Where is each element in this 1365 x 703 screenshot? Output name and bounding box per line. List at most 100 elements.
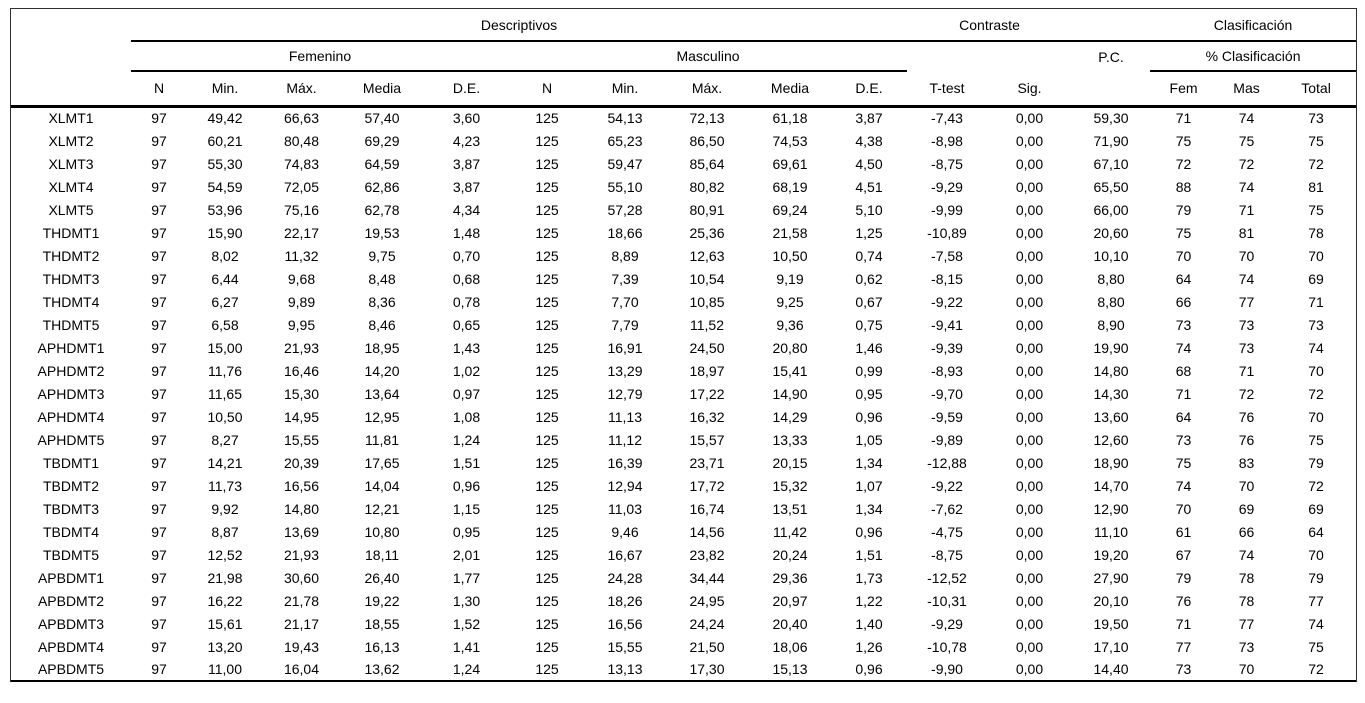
cell: 70 bbox=[1308, 362, 1324, 379]
column-header-ttest: T-test bbox=[907, 71, 987, 108]
cell: 70 bbox=[1175, 500, 1192, 517]
cell: 0,62 bbox=[855, 270, 883, 287]
table-row: THDMT1 97 15,90 22,17 19,53 1,48 125 18,66 25,36… bbox=[11, 221, 1356, 244]
cell: 125 bbox=[535, 385, 559, 402]
cell: 18,90 bbox=[1093, 454, 1129, 471]
cell: 70 bbox=[1238, 477, 1255, 494]
cell: 125 bbox=[535, 224, 559, 241]
cell: 55,10 bbox=[607, 178, 643, 195]
cell: 70 bbox=[1238, 247, 1255, 264]
cell: 71 bbox=[1308, 293, 1324, 310]
cell: 49,42 bbox=[207, 110, 243, 127]
row-label: THDMT5 bbox=[42, 316, 100, 333]
cell: 0,96 bbox=[831, 658, 907, 682]
cell: 11,32 bbox=[284, 247, 319, 264]
cell: 14,29 bbox=[772, 408, 808, 425]
cell: 16,39 bbox=[607, 454, 643, 471]
cell: 10,80 bbox=[364, 523, 400, 540]
cell: -8,75 bbox=[931, 546, 963, 563]
cell: 77 bbox=[1175, 638, 1192, 655]
cell: 77 bbox=[1308, 592, 1324, 609]
cell: 3,87 bbox=[855, 110, 883, 127]
cell: 9,95 bbox=[287, 316, 316, 333]
cell: 125 bbox=[535, 132, 559, 149]
cell: 79 bbox=[1308, 569, 1324, 586]
group-header-descriptivos: Descriptivos bbox=[131, 9, 907, 42]
cell: 11,12 bbox=[608, 431, 642, 448]
cell: 0,00 bbox=[1015, 362, 1044, 379]
cell: 8,02 bbox=[211, 247, 239, 264]
row-label: APBDMT1 bbox=[37, 569, 105, 586]
cell: 0,00 bbox=[1015, 247, 1044, 264]
cell: 18,55 bbox=[364, 615, 400, 632]
cell: 68 bbox=[1175, 362, 1192, 379]
cell: 55,30 bbox=[207, 155, 243, 172]
cell: -9,90 bbox=[907, 658, 987, 682]
cell: 125 bbox=[535, 408, 559, 425]
cell: 71 bbox=[1175, 110, 1192, 127]
cell: 74 bbox=[1308, 339, 1324, 356]
cell: 1,40 bbox=[855, 615, 883, 632]
cell: 97 bbox=[151, 615, 167, 632]
cell: 64,59 bbox=[364, 155, 400, 172]
cell: 75 bbox=[1308, 132, 1324, 149]
cell: 3,87 bbox=[452, 155, 481, 172]
cell: 18,97 bbox=[689, 362, 725, 379]
cell: 97 bbox=[151, 569, 167, 586]
cell: 1,52 bbox=[452, 615, 481, 632]
cell: 3,87 bbox=[452, 178, 481, 195]
cell: 8,36 bbox=[368, 293, 396, 310]
cell: -9,89 bbox=[931, 431, 963, 448]
cell: 7,39 bbox=[611, 270, 639, 287]
cell: 69,61 bbox=[772, 155, 808, 172]
table-row: APHDMT2 97 11,76 16,46 14,20 1,02 125 13,29 18,9… bbox=[11, 359, 1356, 382]
cell: 125 bbox=[535, 201, 559, 218]
cell: 125 bbox=[535, 155, 559, 172]
column-header-sig: Sig. bbox=[987, 71, 1073, 108]
cell: 25,36 bbox=[689, 224, 725, 241]
cell: 73 bbox=[1175, 316, 1192, 333]
table-row: TBDMT2 97 11,73 16,56 14,04 0,96 125 12,94 17,72… bbox=[11, 474, 1356, 497]
cell: 74 bbox=[1175, 477, 1192, 494]
row-label: XLMT1 bbox=[48, 110, 94, 127]
cell: 97 bbox=[151, 339, 167, 356]
cell: -8,75 bbox=[931, 155, 963, 172]
group-header-contraste: Contraste bbox=[907, 9, 1073, 42]
row-label: APHDMT3 bbox=[37, 385, 105, 402]
cell: -9,41 bbox=[931, 316, 963, 333]
cell: 62,86 bbox=[364, 178, 400, 195]
cell: 69 bbox=[1308, 500, 1324, 517]
cell: 69 bbox=[1238, 500, 1255, 517]
cell: 78 bbox=[1308, 224, 1324, 241]
cell: 97 bbox=[151, 431, 167, 448]
cell: 19,22 bbox=[364, 592, 400, 609]
cell: 66,00 bbox=[1093, 201, 1129, 218]
cell: 15,55 bbox=[607, 638, 643, 655]
cell: 97 bbox=[151, 592, 167, 609]
cell: 9,36 bbox=[776, 316, 804, 333]
column-header-mas: Mas bbox=[1217, 71, 1277, 108]
statistics-table: Descriptivos Contraste Clasificación Fem… bbox=[11, 9, 1357, 682]
cell: 21,58 bbox=[772, 224, 808, 241]
cell: 11,52 bbox=[690, 316, 724, 333]
cell: 11,76 bbox=[208, 362, 242, 379]
cell: 69 bbox=[1308, 270, 1324, 287]
cell: 1,46 bbox=[855, 339, 883, 356]
cell: 6,27 bbox=[211, 293, 239, 310]
cell: 66,63 bbox=[283, 110, 320, 127]
cell: 15,13 bbox=[749, 658, 831, 682]
table-row: XLMT5 97 53,96 75,16 62,78 4,34 125 57,28 80,91 6… bbox=[11, 198, 1356, 221]
cell: 9,19 bbox=[776, 270, 804, 287]
cell: 1,25 bbox=[855, 224, 883, 241]
cell: 0,68 bbox=[452, 270, 481, 287]
cell: 0,96 bbox=[452, 477, 481, 494]
cell: 97 bbox=[151, 110, 167, 127]
cell: 16,13 bbox=[364, 638, 400, 655]
cell: 0,96 bbox=[855, 523, 883, 540]
table-row: XLMT2 97 60,21 80,48 69,29 4,23 125 65,23 86,50 7… bbox=[11, 129, 1356, 152]
cell: 0,00 bbox=[1015, 638, 1044, 655]
cell: 62,78 bbox=[364, 201, 400, 218]
cell: 11,42 bbox=[773, 523, 807, 540]
cell: -7,58 bbox=[931, 247, 963, 264]
cell: 8,80 bbox=[1097, 270, 1125, 287]
